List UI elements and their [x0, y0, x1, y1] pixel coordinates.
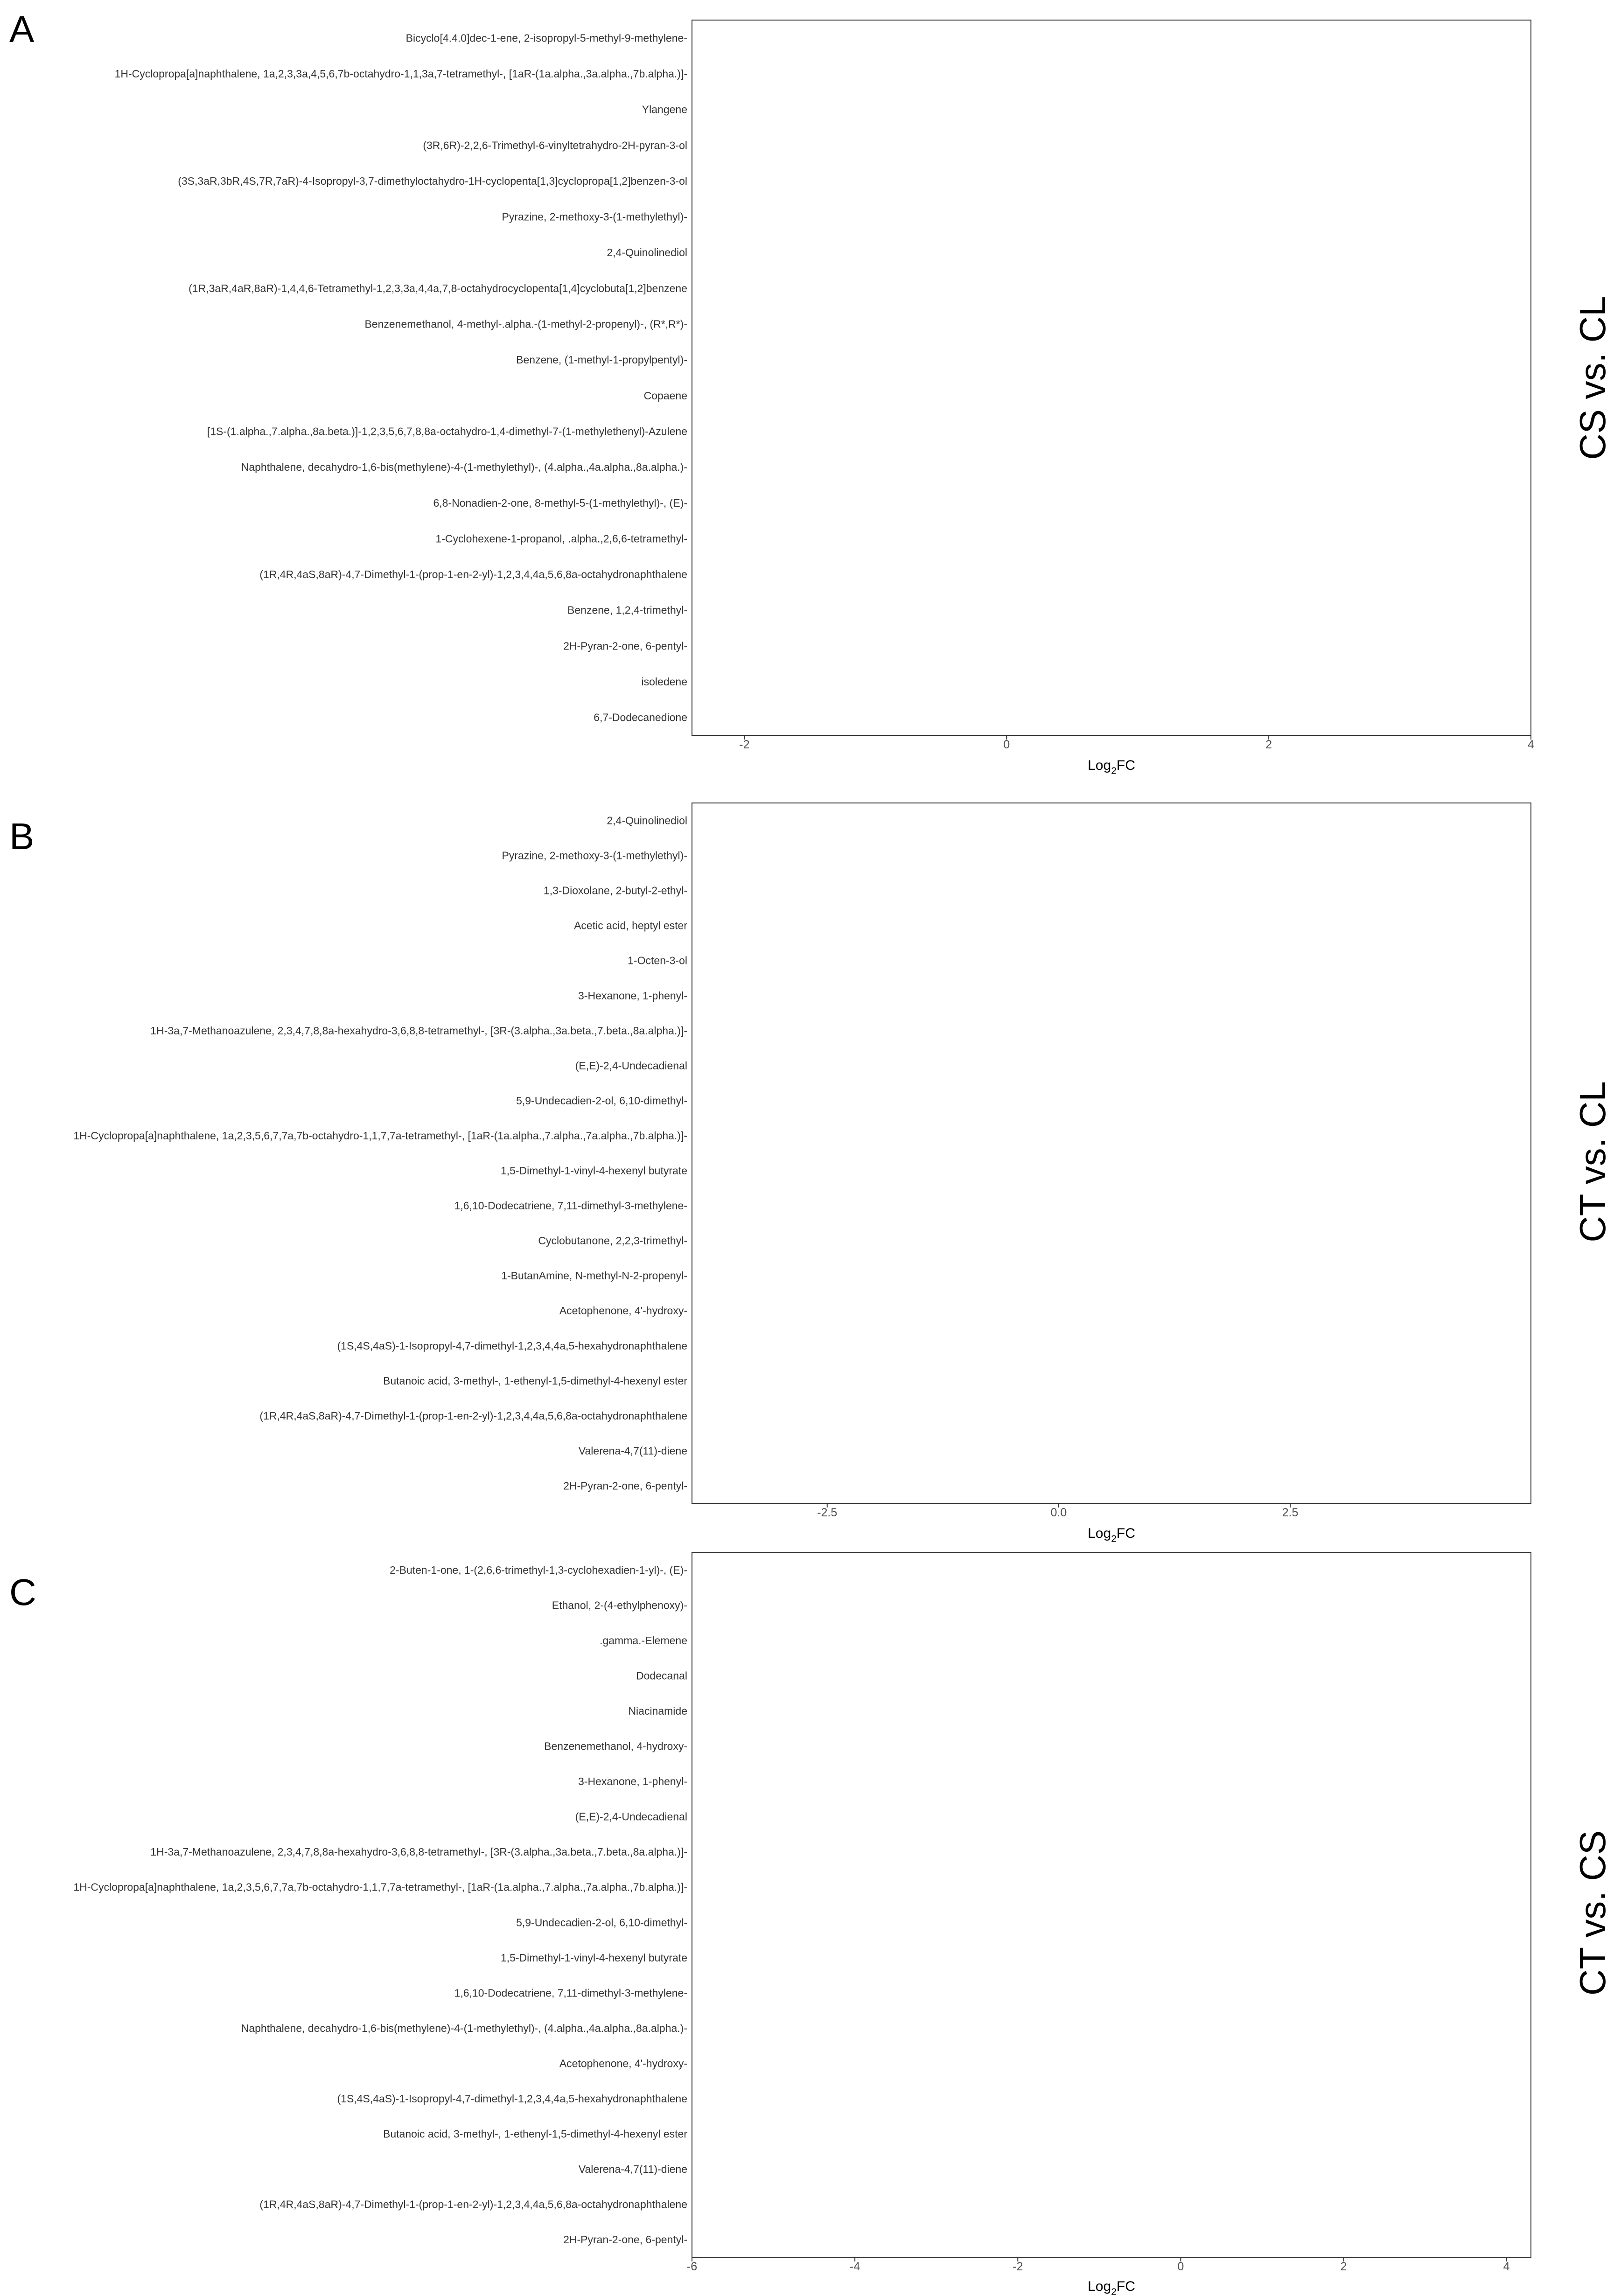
x-tick-label: -4: [850, 2260, 860, 2273]
category-label: Valerena-4,7(11)-diene: [579, 1445, 687, 1457]
category-label: (1S,4S,4aS)-1-Isopropyl-4,7-dimethyl-1,2…: [337, 1340, 688, 1352]
category-label: Acetic acid, heptyl ester: [574, 920, 687, 932]
x-tick-label: 0: [1003, 738, 1010, 751]
category-label: Ylangene: [642, 104, 687, 116]
comparison-label: CT vs. CL: [1572, 1081, 1613, 1242]
category-label: Acetophenone, 4'-hydroxy-: [559, 1305, 687, 1317]
category-label: Naphthalene, decahydro-1,6-bis(methylene…: [241, 2022, 687, 2034]
category-label: Butanoic acid, 3-methyl-, 1-ethenyl-1,5-…: [383, 1375, 687, 1387]
x-tick-label: 0: [1177, 2260, 1184, 2273]
comparison-label: CT vs. CS: [1572, 1830, 1613, 1996]
x-axis-title: Log2FC: [1088, 758, 1135, 776]
category-label: 5,9-Undecadien-2-ol, 6,10-dimethyl-: [516, 1916, 687, 1928]
plot-frame: [692, 20, 1531, 736]
x-tick-label: 4: [1528, 738, 1534, 751]
panel-A: ACS vs. CL3.72Bicyclo[4.4.0]dec-1-ene, 2…: [9, 8, 1613, 776]
category-label: 1H-Cyclopropa[a]naphthalene, 1a,2,3,3a,4…: [115, 68, 687, 80]
category-label: 1H-3a,7-Methanoazulene, 2,3,4,7,8,8a-hex…: [150, 1025, 687, 1037]
category-label: Niacinamide: [628, 1705, 687, 1717]
x-axis-title: Log2FC: [1088, 2279, 1135, 2296]
category-label: 2H-Pyran-2-one, 6-pentyl-: [563, 1479, 687, 1492]
category-label: Benzenemethanol, 4-methyl-.alpha.-(1-met…: [364, 318, 687, 330]
category-label: .gamma.-Elemene: [600, 1634, 687, 1647]
category-label: Benzene, (1-methyl-1-propylpentyl)-: [516, 354, 687, 366]
x-tick-label: -6: [687, 2260, 697, 2273]
category-label: 1,3-Dioxolane, 2-butyl-2-ethyl-: [544, 885, 687, 897]
category-label: 2H-Pyran-2-one, 6-pentyl-: [563, 640, 687, 652]
plot-frame: [692, 1552, 1531, 2258]
category-label: Naphthalene, decahydro-1,6-bis(methylene…: [241, 461, 687, 473]
category-label: Pyrazine, 2-methoxy-3-(1-methylethyl)-: [502, 211, 687, 223]
category-label: 3-Hexanone, 1-phenyl-: [578, 990, 687, 1002]
category-label: Ethanol, 2-(4-ethylphenoxy)-: [552, 1599, 687, 1611]
category-label: 1H-3a,7-Methanoazulene, 2,3,4,7,8,8a-hex…: [150, 1846, 687, 1858]
x-tick-label: 2.5: [1282, 1506, 1299, 1519]
category-label: 5,9-Undecadien-2-ol, 6,10-dimethyl-: [516, 1095, 687, 1107]
category-label: (1R,4R,4aS,8aR)-4,7-Dimethyl-1-(prop-1-e…: [259, 1410, 687, 1422]
category-label: isoledene: [642, 676, 687, 688]
category-label: Copaene: [644, 390, 687, 402]
category-label: Butanoic acid, 3-methyl-, 1-ethenyl-1,5-…: [383, 2128, 687, 2140]
category-label: 2-Buten-1-one, 1-(2,6,6-trimethyl-1,3-cy…: [390, 1564, 687, 1576]
category-label: Benzene, 1,2,4-trimethyl-: [567, 604, 687, 616]
category-label: 1H-Cyclopropa[a]naphthalene, 1a,2,3,5,6,…: [73, 1881, 687, 1893]
x-axis-title: Log2FC: [1088, 1526, 1135, 1544]
comparison-label: CS vs. CL: [1572, 296, 1613, 460]
category-label: (E,E)-2,4-Undecadienal: [575, 1060, 687, 1072]
x-tick-label: 4: [1503, 2260, 1510, 2273]
panel-letter: B: [9, 816, 34, 857]
category-label: 1,5-Dimethyl-1-vinyl-4-hexenyl butyrate: [501, 1952, 687, 1964]
category-label: Acetophenone, 4'-hydroxy-: [559, 2057, 687, 2069]
category-label: 2H-Pyran-2-one, 6-pentyl-: [563, 2233, 687, 2246]
plot-frame: [692, 803, 1531, 1504]
x-tick-label: -2.5: [817, 1506, 837, 1519]
category-label: 1-Octen-3-ol: [628, 955, 687, 967]
category-label: 3-Hexanone, 1-phenyl-: [578, 1775, 687, 1787]
category-label: Benzenemethanol, 4-hydroxy-: [544, 1740, 687, 1752]
category-label: (3S,3aR,3bR,4S,7R,7aR)-4-Isopropyl-3,7-d…: [178, 175, 687, 187]
category-label: 2,4-Quinolinediol: [607, 815, 687, 827]
category-label: 6,7-Dodecanedione: [594, 712, 687, 724]
panel-C: CCT vs. CS3.842-Buten-1-one, 1-(2,6,6-tr…: [9, 1552, 1613, 2296]
category-label: 1,6,10-Dodecatriene, 7,11-dimethyl-3-met…: [454, 1200, 687, 1212]
category-label: Valerena-4,7(11)-diene: [579, 2163, 687, 2175]
panel-letter: C: [9, 1571, 36, 1613]
x-tick-label: -2: [1013, 2260, 1023, 2273]
category-label: (3R,6R)-2,2,6-Trimethyl-6-vinyltetrahydr…: [423, 139, 687, 151]
category-label: 1-ButanAmine, N-methyl-N-2-propenyl-: [501, 1270, 687, 1282]
panel-letter: A: [9, 8, 35, 50]
category-label: Cyclobutanone, 2,2,3-trimethyl-: [538, 1235, 687, 1247]
x-tick-label: -2: [739, 738, 749, 751]
x-tick-label: 2: [1265, 738, 1272, 751]
category-label: 1,5-Dimethyl-1-vinyl-4-hexenyl butyrate: [501, 1165, 687, 1177]
category-label: 6,8-Nonadien-2-one, 8-methyl-5-(1-methyl…: [433, 497, 687, 509]
x-tick-label: 0.0: [1050, 1506, 1067, 1519]
category-label: 2,4-Quinolinediol: [607, 246, 687, 258]
category-label: (1S,4S,4aS)-1-Isopropyl-4,7-dimethyl-1,2…: [337, 2093, 688, 2105]
category-label: (E,E)-2,4-Undecadienal: [575, 1811, 687, 1823]
category-label: 1,6,10-Dodecatriene, 7,11-dimethyl-3-met…: [454, 1987, 687, 1999]
category-label: 1-Cyclohexene-1-propanol, .alpha.,2,6,6-…: [435, 532, 687, 544]
category-label: (1R,4R,4aS,8aR)-4,7-Dimethyl-1-(prop-1-e…: [259, 568, 687, 580]
panel-B: BCT vs. CL4.652,4-Quinolinediol3.3Pyrazi…: [9, 803, 1613, 1544]
category-label: (1R,4R,4aS,8aR)-4,7-Dimethyl-1-(prop-1-e…: [259, 2198, 687, 2211]
category-label: Pyrazine, 2-methoxy-3-(1-methylethyl)-: [502, 850, 687, 862]
category-label: [1S-(1.alpha.,7.alpha.,8a.beta.)]-1,2,3,…: [207, 425, 687, 437]
category-label: Dodecanal: [636, 1669, 687, 1682]
category-label: Bicyclo[4.4.0]dec-1-ene, 2-isopropyl-5-m…: [406, 32, 687, 44]
category-label: 1H-Cyclopropa[a]naphthalene, 1a,2,3,5,6,…: [73, 1130, 687, 1142]
x-tick-label: 2: [1341, 2260, 1347, 2273]
category-label: (1R,3aR,4aR,8aR)-1,4,4,6-Tetramethyl-1,2…: [189, 282, 687, 294]
